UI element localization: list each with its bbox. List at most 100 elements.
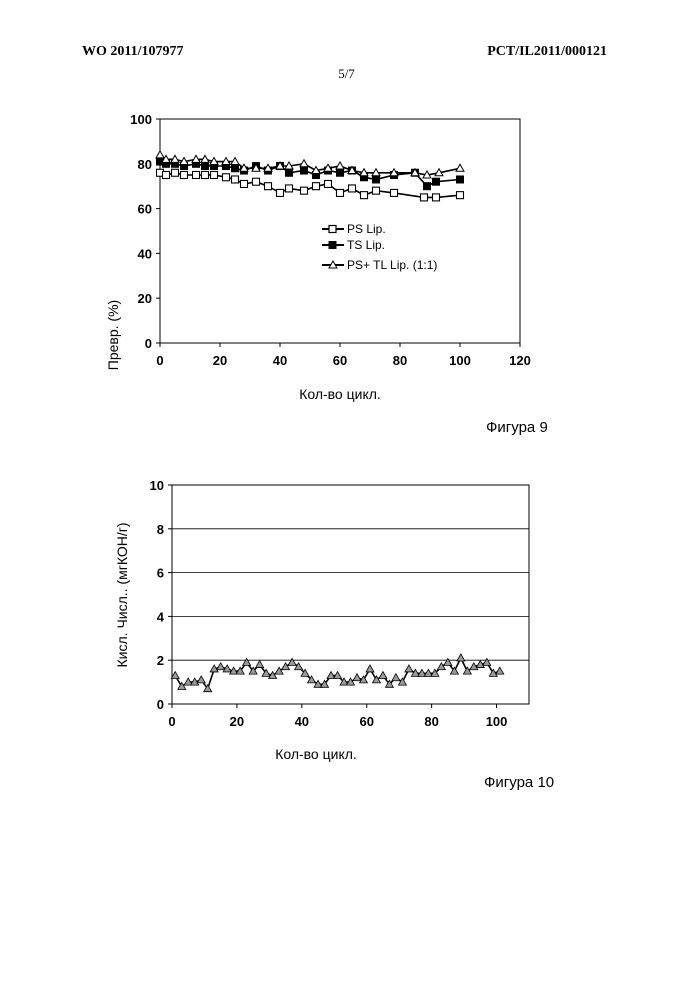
data-point — [421, 194, 428, 201]
data-point — [379, 672, 387, 679]
data-point — [424, 183, 431, 190]
fig9-plot-frame — [160, 119, 520, 343]
data-point — [197, 676, 205, 683]
fig9-y-axis-label: Превр. (%) — [105, 300, 121, 370]
application-number: PCT/IL2011/000121 — [487, 44, 607, 60]
y-tick-label: 80 — [138, 157, 152, 172]
data-point — [496, 667, 504, 674]
y-tick-label: 6 — [157, 566, 164, 581]
fig9-legend: PS Lip. TS Lip. PS+ TL Lip. (1:1) — [322, 222, 437, 272]
data-point — [353, 674, 361, 681]
fig10-y-axis-label: Кисл. Числ.. (мгКОН/г) — [114, 523, 130, 668]
data-point — [286, 185, 293, 192]
fig9-x-ticks: 020406080100120 — [156, 343, 530, 368]
y-tick-label: 2 — [157, 653, 164, 668]
y-tick-label: 40 — [138, 246, 152, 261]
data-point — [202, 172, 209, 179]
fig9-series-group — [156, 151, 464, 201]
data-point — [300, 160, 308, 167]
data-point — [313, 183, 320, 190]
legend-label-ts: TS Lip. — [347, 238, 385, 252]
x-tick-label: 20 — [230, 714, 244, 729]
data-point — [398, 678, 406, 685]
y-tick-label: 0 — [157, 697, 164, 712]
x-tick-label: 0 — [168, 714, 175, 729]
page-number: 5/7 — [0, 66, 693, 82]
data-point — [373, 176, 380, 183]
fig10-x-ticks: 0 20 40 60 80 100 — [168, 704, 507, 729]
data-point — [156, 151, 164, 158]
data-point — [373, 187, 380, 194]
x-tick-label: 0 — [156, 353, 163, 368]
data-point — [336, 162, 344, 169]
y-tick-label: 4 — [157, 609, 165, 624]
data-point — [301, 187, 308, 194]
data-point — [241, 180, 248, 187]
x-tick-label: 80 — [424, 714, 438, 729]
y-tick-label: 20 — [138, 291, 152, 306]
data-point — [457, 176, 464, 183]
x-tick-label: 40 — [273, 353, 287, 368]
data-point — [444, 658, 452, 665]
patent-number: WO 2011/107977 — [82, 44, 184, 60]
data-point — [433, 194, 440, 201]
data-point — [295, 663, 303, 670]
data-point — [193, 172, 200, 179]
legend-label-mix: PS+ TL Lip. (1:1) — [347, 258, 437, 272]
data-point — [232, 176, 239, 183]
data-point — [256, 661, 264, 668]
data-point — [372, 676, 380, 683]
y-tick-label: 60 — [138, 202, 152, 217]
x-tick-label: 120 — [509, 353, 531, 368]
data-point — [282, 663, 290, 670]
y-tick-label: 0 — [145, 336, 152, 351]
data-point — [349, 185, 356, 192]
x-tick-label: 20 — [213, 353, 227, 368]
y-tick-label: 100 — [130, 112, 152, 127]
data-point — [457, 192, 464, 199]
x-tick-label: 100 — [486, 714, 508, 729]
x-tick-label: 80 — [393, 353, 407, 368]
x-tick-label: 60 — [333, 353, 347, 368]
x-tick-label: 40 — [295, 714, 309, 729]
y-tick-label: 8 — [157, 522, 164, 537]
data-point — [437, 663, 445, 670]
figure-9-chart: 020406080100 020406080100120 Кол-во цикл… — [0, 100, 693, 410]
figure-10-caption: Фигура 10 — [484, 774, 554, 791]
data-point — [337, 169, 344, 176]
data-point — [243, 658, 251, 665]
data-point — [211, 172, 218, 179]
legend-marker-ps — [329, 226, 336, 233]
fig10-y-ticks: 0 2 4 6 8 10 — [150, 478, 172, 712]
data-point — [288, 658, 296, 665]
legend-label-ps: PS Lip. — [347, 222, 386, 236]
fig10-x-axis-label: Кол-во цикл. — [275, 746, 357, 762]
data-point — [483, 658, 491, 665]
fig10-series-group — [171, 654, 504, 692]
data-point — [172, 169, 179, 176]
data-point — [163, 172, 170, 179]
data-point — [181, 172, 188, 179]
data-point — [301, 167, 308, 174]
data-point — [337, 189, 344, 196]
data-point — [178, 682, 186, 689]
data-point — [286, 169, 293, 176]
data-point — [392, 674, 400, 681]
y-tick-label: 10 — [150, 478, 164, 493]
legend-marker-ts — [329, 242, 336, 249]
x-tick-label: 60 — [359, 714, 373, 729]
data-point — [265, 183, 272, 190]
data-point — [217, 663, 225, 670]
fig10-gridlines — [172, 529, 529, 660]
data-point — [202, 163, 209, 170]
fig9-y-ticks: 0 20 40 60 80 100 — [130, 112, 160, 351]
data-point — [253, 178, 260, 185]
data-point — [361, 192, 368, 199]
data-point — [433, 178, 440, 185]
data-point — [232, 165, 239, 172]
data-point — [456, 164, 464, 171]
data-point — [366, 665, 374, 672]
data-point — [405, 665, 413, 672]
data-point — [275, 667, 283, 674]
figure-9-caption: Фигура 9 — [486, 419, 548, 436]
